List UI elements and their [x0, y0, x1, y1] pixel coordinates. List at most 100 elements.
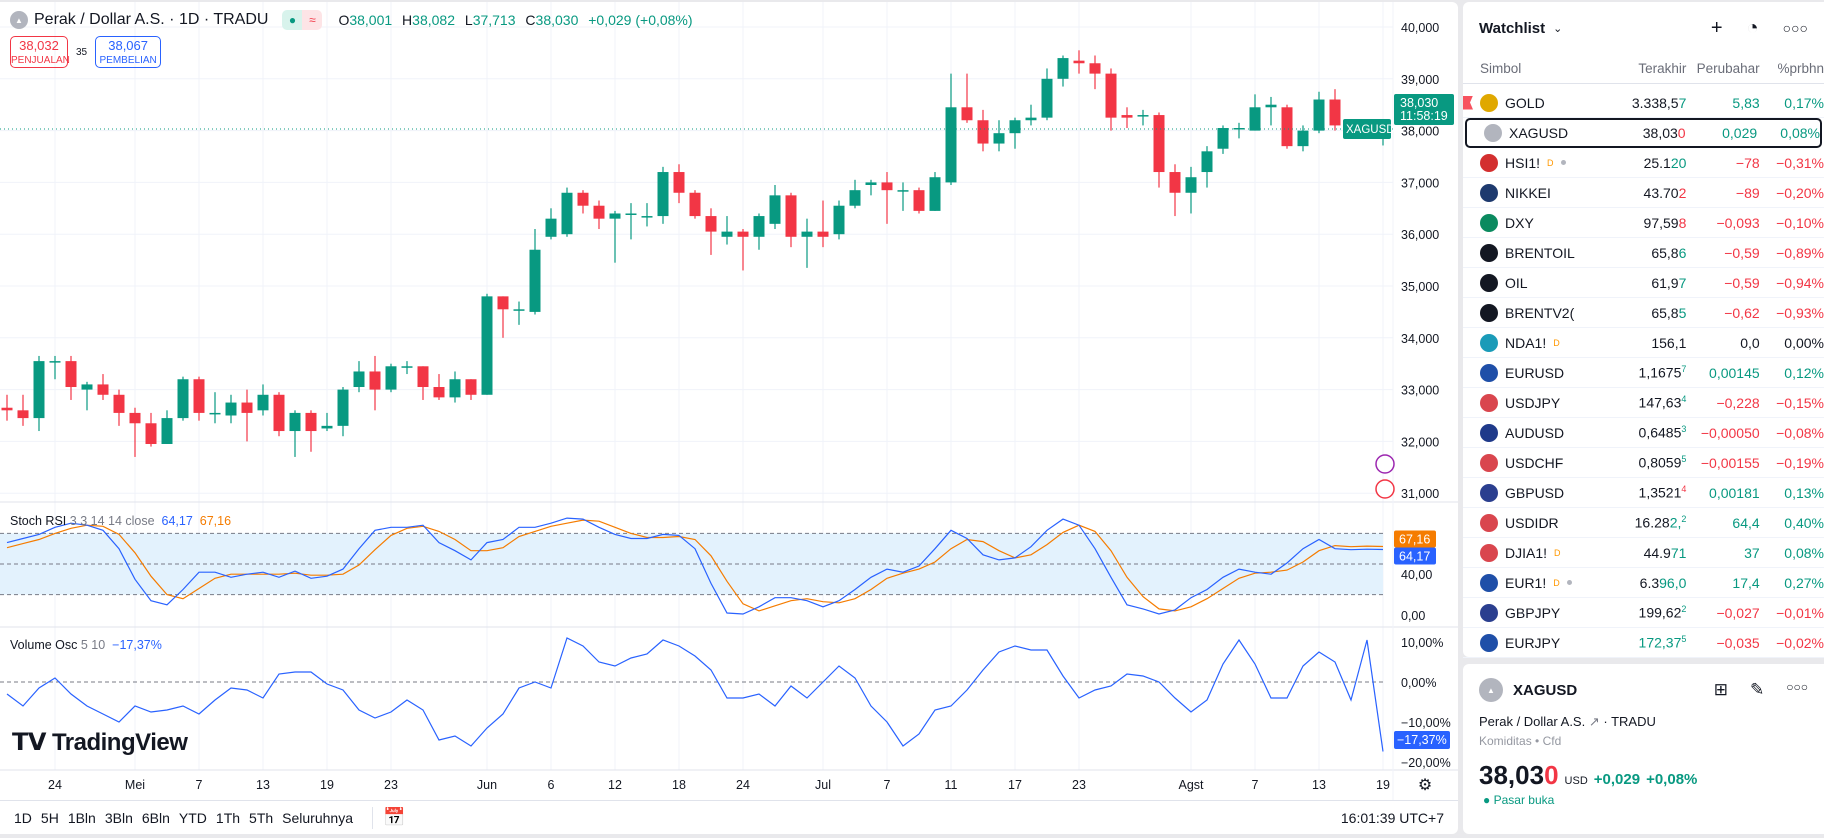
candle-body — [673, 172, 685, 193]
row-last: 44.971 — [1643, 544, 1687, 561]
watchlist-row-audusd[interactable]: AUDUSD 0,64853 −0,00050 −0,08% — [1463, 418, 1824, 448]
col-symbol[interactable]: Simbol — [1480, 61, 1522, 76]
open-value: 38,001 — [349, 12, 393, 28]
watchlist-row-nda1[interactable]: NDA1! D 156,1 0,0 0,00% — [1463, 328, 1824, 358]
flag-us-ch-icon — [1480, 453, 1498, 472]
candle-body — [17, 410, 29, 419]
grid-icon[interactable]: ⊞ — [1713, 680, 1728, 699]
candle-body — [145, 423, 157, 444]
details-symbol: XAGUSD — [1513, 681, 1578, 699]
row-symbol: AUDUSD — [1505, 424, 1565, 441]
col-change[interactable]: Perubahar — [1696, 61, 1760, 76]
range-5h[interactable]: 5H — [40, 809, 59, 826]
range-5th[interactable]: 5Th — [249, 809, 274, 826]
row-change: −0,62 — [1724, 304, 1760, 321]
stoch-rsi-legend[interactable]: Stoch RSI 3 3 14 14 close 64,17 67,16 — [10, 514, 231, 528]
watchlist-row-eurusd[interactable]: EURUSD 1,16757 0,00145 0,12% — [1463, 358, 1824, 388]
candle-body — [417, 366, 429, 388]
volume-osc-label — [1394, 731, 1450, 749]
range-3bln[interactable]: 3Bln — [104, 809, 133, 826]
chart-panel[interactable]: 40,000 39,000 38,000 37,000 36,000 35,000 34,0… — [0, 2, 1458, 834]
watchlist-row-usdidr[interactable]: USDIDR 16.282,2 64,4 0,40% — [1463, 508, 1824, 538]
sell-button[interactable]: 38,032 PENJUALAN — [10, 36, 70, 68]
candle-body — [321, 425, 333, 429]
time-tick: Agst — [1178, 778, 1204, 792]
add-symbol-icon[interactable]: + — [1710, 16, 1723, 39]
watchlist-row-usdchf[interactable]: USDCHF 0,80595 −0,00155 −0,19% — [1463, 448, 1824, 478]
time-tick: 19 — [1376, 778, 1390, 792]
watchlist-row-djia1[interactable]: DJIA1! D 44.971 37 0,08% — [1463, 538, 1824, 568]
candle-body — [1329, 99, 1341, 126]
chart-canvas[interactable]: 40,000 39,000 38,000 37,000 36,000 35,000 34,0… — [0, 2, 1458, 800]
watchlist-row-oil[interactable]: OIL 61,97 −0,59 −0,94% — [1463, 268, 1824, 298]
watchlist-row-eur1[interactable]: EUR1! D 6.396,0 17,4 0,27% — [1463, 568, 1824, 598]
watchlist-title[interactable]: Watchlist — [1479, 19, 1546, 37]
details-change-pct: +0,08% — [1646, 771, 1698, 788]
range-seluruhnya[interactable]: Seluruhnya — [282, 809, 353, 826]
silver-icon: ▲ — [10, 11, 28, 29]
market-status-pill[interactable]: ● ≈ — [282, 10, 323, 30]
flag-marker-icon[interactable] — [1463, 95, 1473, 110]
time-tick: 19 — [320, 778, 334, 792]
candle-body — [865, 182, 877, 185]
goto-date-icon[interactable]: 📅 — [382, 807, 406, 827]
range-1d[interactable]: 1D — [14, 809, 32, 826]
symbol-title[interactable]: Perak / Dollar A.S. · 1D · TRADU — [34, 11, 269, 28]
watchlist-row-nikkei[interactable]: NIKKEI 43.702 −89 −0,20% — [1463, 178, 1824, 208]
row-change-pct: −0,94% — [1776, 274, 1824, 291]
range-ytd[interactable]: YTD — [178, 809, 207, 826]
hsi-icon — [1480, 153, 1498, 172]
stoch-k-label-text: 64,17 — [1399, 549, 1430, 563]
watchlist-row-gbpjpy[interactable]: GBPJPY 199,622 −0,027 −0,01% — [1463, 598, 1824, 628]
candle-body — [193, 379, 205, 413]
silver-bar-icon — [1484, 124, 1502, 142]
flag-eu-us-icon — [1480, 363, 1498, 382]
row-change: −0,027 — [1716, 604, 1760, 621]
watchlist-row-dxy[interactable]: DXY 97,598 −0,093 −0,10% — [1463, 208, 1824, 238]
time-tick: 13 — [1312, 778, 1326, 792]
watchlist-row-brentoil[interactable]: BRENTOIL 65,86 −0,59 −0,89% — [1463, 238, 1824, 268]
col-last[interactable]: Terakhir — [1638, 61, 1687, 76]
time-tick: 7 — [196, 778, 203, 792]
range-1bln[interactable]: 1Bln — [67, 809, 96, 826]
details-name[interactable]: Perak / Dollar A.S. — [1479, 714, 1586, 729]
col-change-pct[interactable]: %prbhn — [1777, 61, 1824, 76]
watchlist-row-xagusd[interactable]: XAGUSD 38,030 0,029 0,08% — [1465, 118, 1822, 148]
status-dot-icon: ● — [1483, 793, 1491, 807]
volume-osc-legend[interactable]: Volume Osc 5 10 −17,37% — [10, 638, 162, 652]
candle-body — [513, 309, 525, 311]
oil-drop-icon — [1480, 243, 1498, 262]
watchlist-row-usdjpy[interactable]: USDJPY 147,634 −0,228 −0,15% — [1463, 388, 1824, 418]
candle-body — [1073, 60, 1085, 64]
clock[interactable]: 16:01:39 UTC+7 — [1340, 809, 1444, 826]
row-last: 0,80595 — [1638, 454, 1687, 471]
tradingview-logo[interactable]: 𝗧𝗩 TradingView — [12, 728, 188, 757]
row-change: −89 — [1735, 184, 1760, 201]
flag-au-us-icon — [1480, 423, 1498, 442]
current-price-label — [1394, 94, 1454, 126]
range-1th[interactable]: 1Th — [215, 809, 241, 826]
watchlist-row-eurjpy[interactable]: EURJPY 172,375 −0,035 −0,02% — [1463, 628, 1824, 658]
time-tick: 18 — [672, 778, 686, 792]
row-last: 38,030 — [1642, 125, 1686, 141]
more-icon[interactable]: ○○○ — [1782, 20, 1808, 36]
current-price-text: 38,030 — [1400, 96, 1438, 110]
range-6bln[interactable]: 6Bln — [141, 809, 170, 826]
candle-body — [961, 107, 973, 121]
stoch-band — [0, 533, 1383, 595]
watchlist-row-brentv2[interactable]: BRENTV2(65,85 −0,62 −0,93% — [1463, 298, 1824, 328]
chevron-down-icon[interactable]: ⌄ — [1553, 22, 1563, 35]
watchlist-row-gold[interactable]: GOLD 3.338,57 5,83 0,17% — [1463, 88, 1824, 118]
candle-body — [257, 394, 269, 411]
pie-chart-icon[interactable]: ◔ — [1746, 16, 1759, 39]
candle-body — [641, 216, 653, 218]
watchlist-row-hsi1[interactable]: HSI1! D 25.120 −78 −0,31% — [1463, 148, 1824, 178]
volume-osc-value: −17,37% — [112, 638, 162, 652]
row-last: 6.396,0 — [1639, 574, 1687, 591]
buy-button[interactable]: 38,067 PEMBELIAN — [95, 36, 162, 68]
price-tick: 32,000 — [1401, 435, 1439, 449]
watchlist-row-gbpusd[interactable]: GBPUSD 1,35214 0,00181 0,13% — [1463, 478, 1824, 508]
edit-icon[interactable]: ✎ — [1750, 680, 1765, 699]
external-link-icon[interactable]: ↗ — [1588, 714, 1600, 729]
more-icon[interactable]: ○○○ — [1786, 680, 1808, 694]
